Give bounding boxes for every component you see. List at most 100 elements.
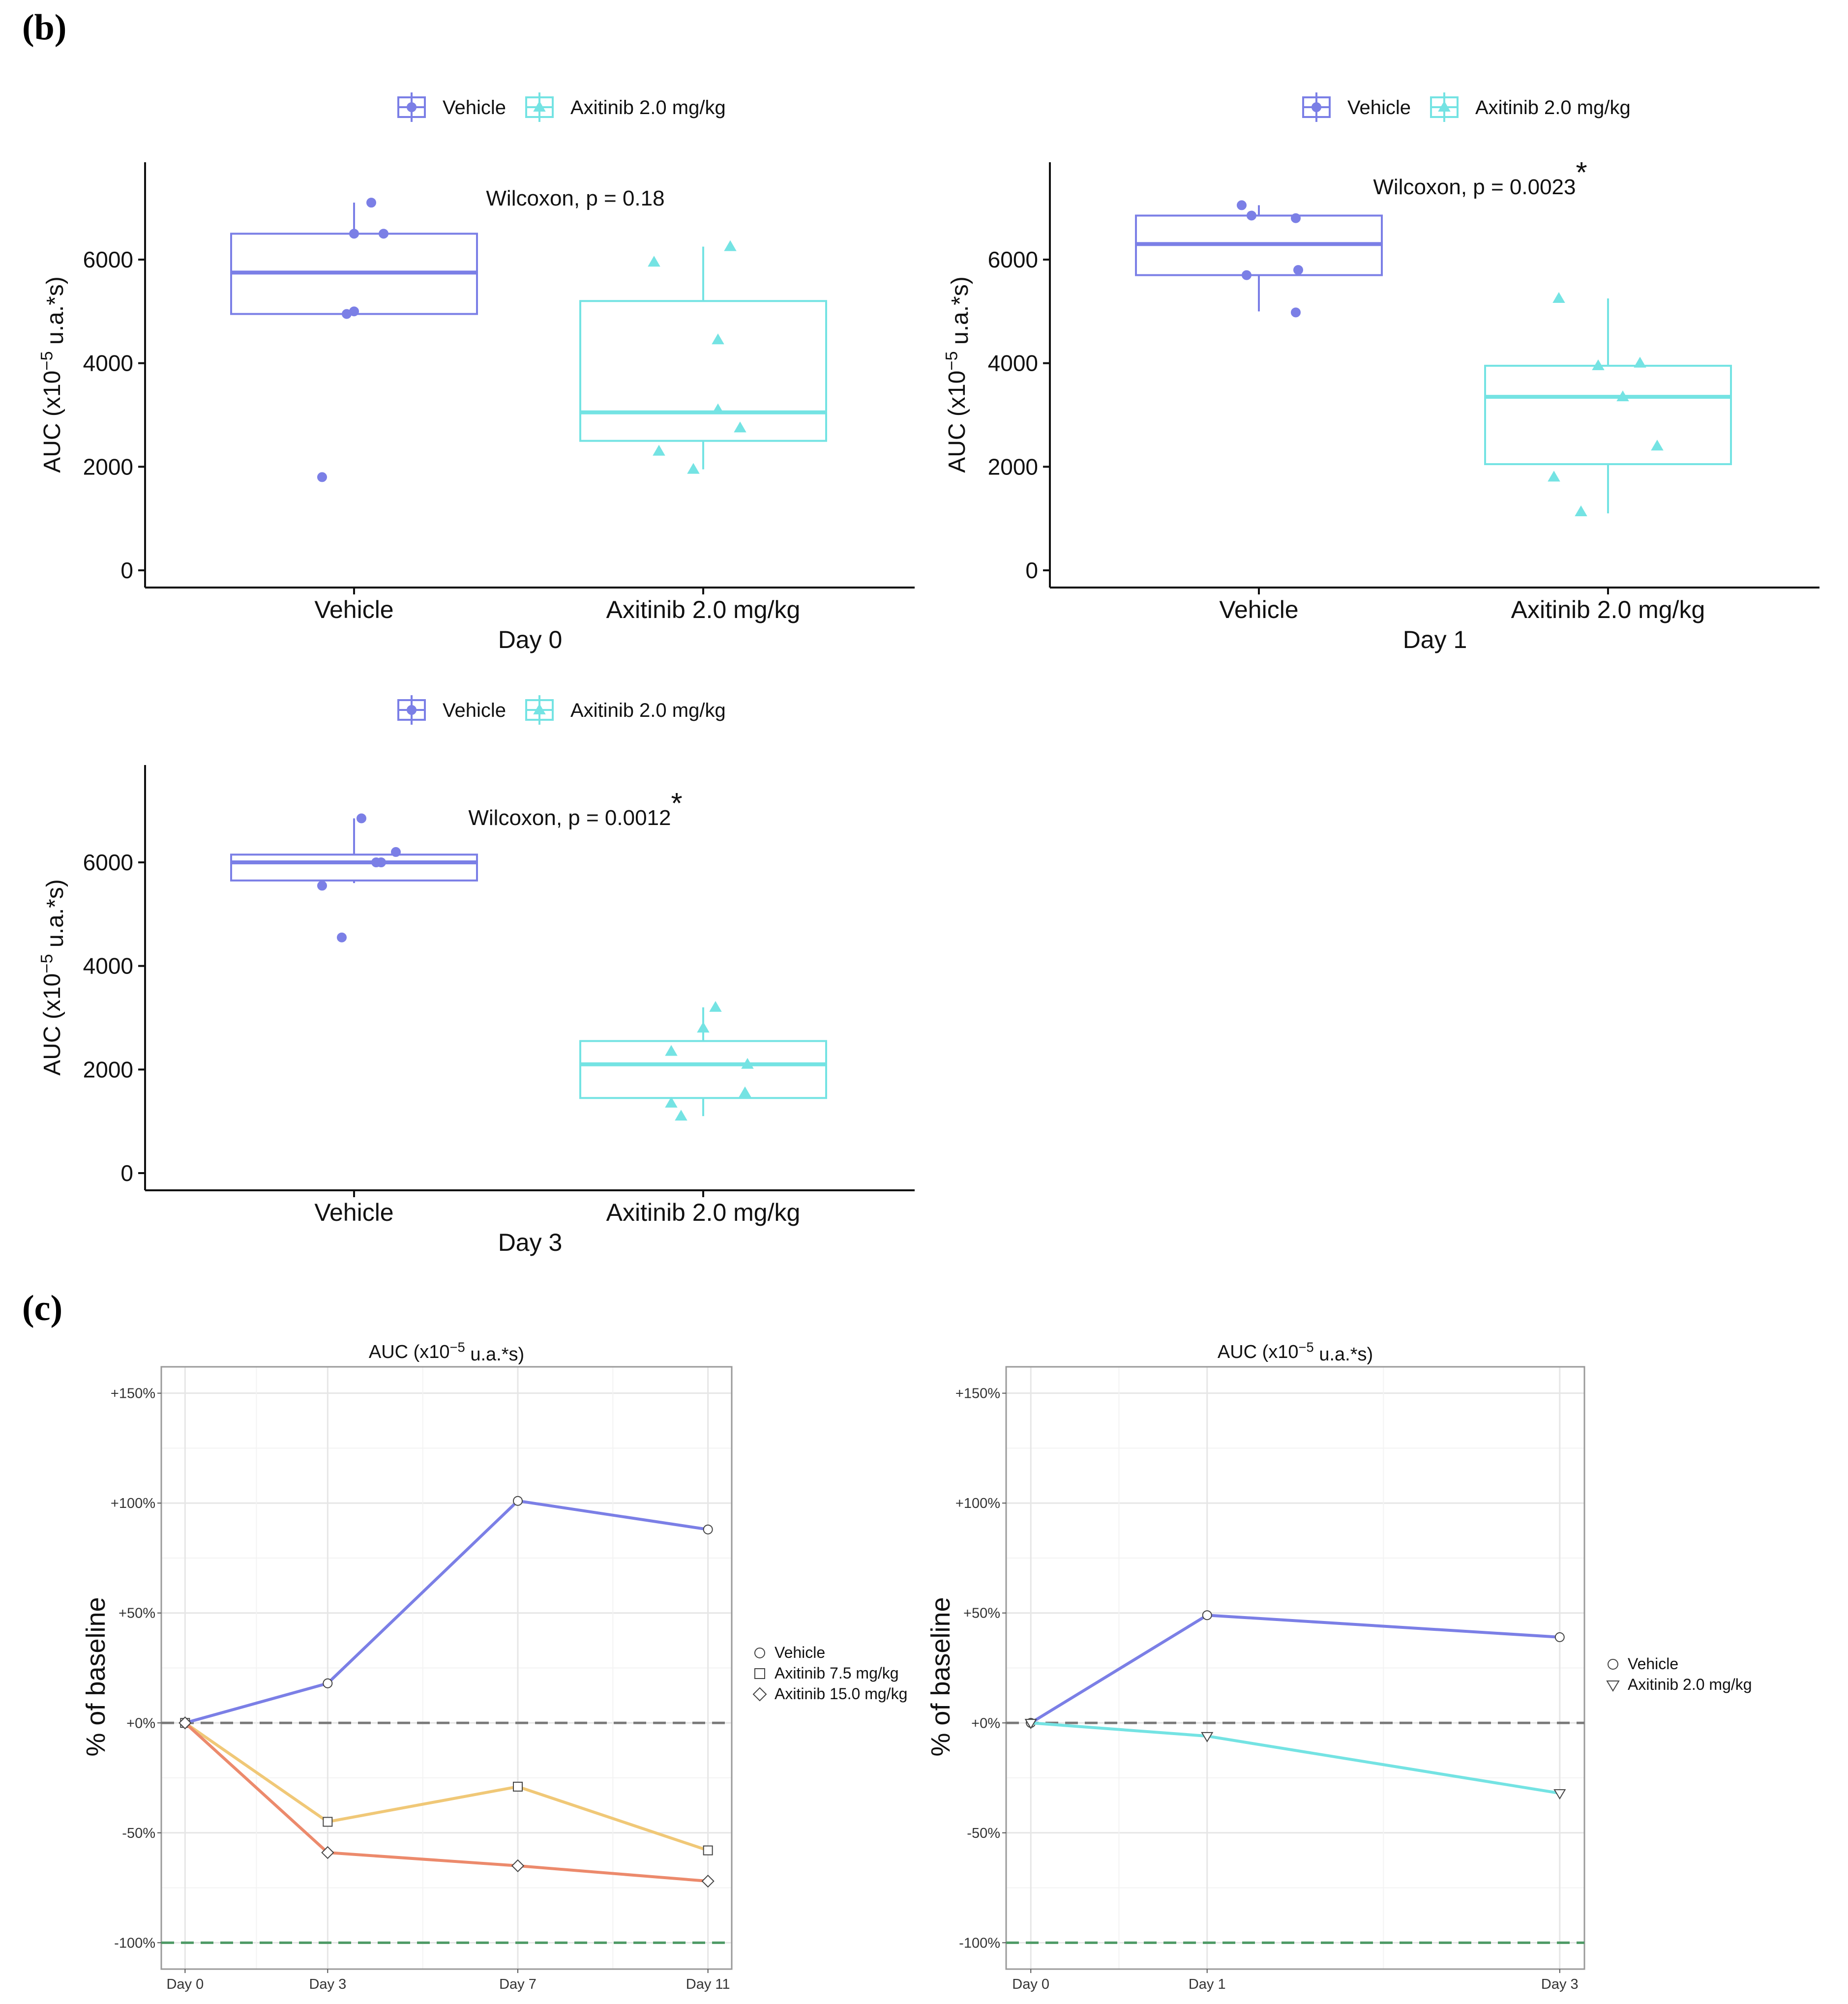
iqr-box <box>1484 364 1732 466</box>
data-point <box>379 229 388 239</box>
series-marker <box>703 1524 713 1534</box>
data-point <box>1552 292 1565 303</box>
y-tick-label: 2000 <box>988 454 1038 479</box>
data-point <box>1247 210 1256 221</box>
y-axis-title-prefix: AUC (x10 <box>944 371 970 473</box>
legend-marker-icon <box>1608 1659 1618 1670</box>
boxplot-day-0: Vehicle Axitinib 2.0 mg/kg 0 2000 4000 6000 Ve… <box>37 92 915 653</box>
x-tick-label: Day 11 <box>686 1976 730 1992</box>
series-line <box>184 1499 709 1725</box>
series-marker <box>513 1781 523 1792</box>
box-axitinib <box>1484 298 1732 514</box>
series-marker <box>1201 1732 1214 1742</box>
legend-label: Axitinib 2.0 mg/kg <box>570 97 726 118</box>
legend-dot-icon <box>407 102 417 112</box>
y-axis-title-sup: −5 <box>37 954 56 973</box>
boxplot-day-2: Vehicle Axitinib 2.0 mg/kg 0 2000 4000 6000 Ve… <box>37 695 915 1256</box>
legend-triangle-icon <box>1438 101 1451 112</box>
chart-title-prefix: AUC (x10 <box>1218 1342 1299 1362</box>
wilcoxon-text: Wilcoxon, p = 0.0023 <box>1373 175 1576 199</box>
data-point <box>1242 270 1252 280</box>
data-point <box>1616 390 1629 402</box>
legend: Vehicle Axitinib 2.0 mg/kg <box>1606 1655 1752 1693</box>
x-tick-label: Day 7 <box>499 1976 537 1992</box>
y-tick-label: 4000 <box>83 953 133 979</box>
chart-title: AUC (x10−5 u.a.*s) <box>1218 1340 1373 1365</box>
x-category-label: Axitinib 2.0 mg/kg <box>1511 596 1705 623</box>
series-vehicle <box>1026 1610 1565 1728</box>
x-category-label: Axitinib 2.0 mg/kg <box>606 596 801 623</box>
data-point <box>709 1001 722 1012</box>
series-marker <box>703 1845 713 1856</box>
series-marker <box>179 1716 192 1730</box>
y-tick-label: 0 <box>120 558 133 583</box>
series-line <box>184 1722 708 1883</box>
y-axis-title-sup: −5 <box>942 351 961 370</box>
lineplot-left: -100% -50% +0% +50% +100% +150% Day 0 Day 3 Day … <box>81 1340 907 1992</box>
series-axitinib-15-0-mg-kg <box>179 1716 715 1888</box>
data-point <box>337 932 347 943</box>
y-tick-label: +50% <box>963 1606 1000 1621</box>
wilcoxon-text: Wilcoxon, p = 0.18 <box>486 186 664 210</box>
chart-title: AUC (x10−5 u.a.*s) <box>369 1340 524 1365</box>
y-tick-label: +150% <box>111 1386 155 1402</box>
x-category-label: Axitinib 2.0 mg/kg <box>606 1199 801 1226</box>
series-marker <box>323 1817 333 1827</box>
panel-c-label: (c) <box>22 1288 62 1328</box>
plot-area: Vehicle Axitinib 2.0 mg/kg 0 2000 4000 6000 Ve… <box>37 92 1819 1992</box>
legend-label: Vehicle <box>1628 1655 1678 1673</box>
legend: Vehicle Axitinib 2.0 mg/kg <box>397 695 726 725</box>
data-point <box>724 240 737 251</box>
box-vehicle <box>1135 205 1383 312</box>
legend-marker-icon <box>754 1648 765 1658</box>
legend-label: Vehicle <box>443 700 506 721</box>
data-point <box>376 857 386 867</box>
box-axitinib <box>579 246 827 470</box>
y-tick-label: -100% <box>959 1935 1000 1951</box>
significance-star: * <box>1576 156 1587 189</box>
legend-label: Vehicle <box>775 1644 825 1661</box>
data-point <box>697 1022 710 1033</box>
data-point <box>1291 213 1301 223</box>
y-axis-title: AUC (x10−5 u.a.*s) <box>942 276 973 473</box>
chart-title-sup: −5 <box>450 1340 465 1355</box>
legend: Vehicle Axitinib 7.5 mg/kg Axitinib 15.0 m… <box>752 1644 907 1703</box>
x-tick-label: Day 1 <box>1189 1976 1226 1992</box>
legend-label: Axitinib 2.0 mg/kg <box>570 700 726 721</box>
box-vehicle <box>230 203 478 315</box>
y-tick-label: 0 <box>120 1160 133 1186</box>
chart-title-sup: −5 <box>1299 1340 1314 1355</box>
y-axis-title: AUC (x10−5 u.a.*s) <box>37 276 68 473</box>
iqr-box <box>230 854 478 882</box>
series-marker <box>511 1859 525 1872</box>
legend-dot-icon <box>1311 102 1321 112</box>
legend-dot-icon <box>407 705 417 715</box>
boxplot-day-1: Vehicle Axitinib 2.0 mg/kg 0 2000 4000 6000 Ve… <box>942 92 1819 653</box>
legend-label: Axitinib 15.0 mg/kg <box>775 1685 907 1703</box>
legend-marker-icon <box>752 1687 767 1702</box>
legend-label: Axitinib 2.0 mg/kg <box>1628 1676 1752 1693</box>
x-axis-title: Day 0 <box>498 626 563 653</box>
legend: Vehicle Axitinib 2.0 mg/kg <box>397 92 726 122</box>
legend-triangle-icon <box>533 704 546 714</box>
y-axis-title: % of baseline <box>926 1597 955 1756</box>
x-tick-label: Day 0 <box>1012 1976 1049 1992</box>
y-axis-title-prefix: AUC (x10 <box>39 973 65 1076</box>
data-point <box>665 1045 678 1056</box>
y-tick-label: 2000 <box>83 454 133 479</box>
y-tick-label: +100% <box>111 1496 155 1511</box>
iqr-box <box>579 300 827 442</box>
data-point <box>1575 505 1587 516</box>
wilcoxon-text: Wilcoxon, p = 0.0012 <box>468 806 671 830</box>
data-point <box>665 1096 678 1108</box>
data-point <box>1548 471 1560 482</box>
x-category-label: Vehicle <box>1219 596 1298 623</box>
y-tick-label: +100% <box>955 1496 1000 1511</box>
significance-star: * <box>671 787 683 820</box>
box-axitinib <box>579 1007 827 1117</box>
data-point <box>391 847 401 857</box>
y-axis-title-prefix: AUC (x10 <box>39 371 65 473</box>
x-category-label: Vehicle <box>314 1199 393 1226</box>
panel-b-label: (b) <box>22 7 66 48</box>
